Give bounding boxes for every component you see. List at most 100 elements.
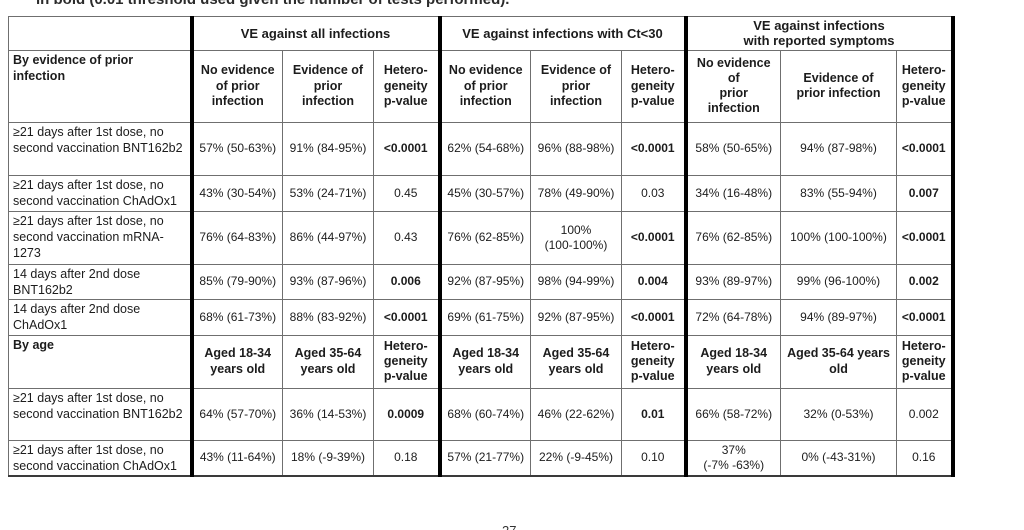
value-cell: 66% (58-72%) [683, 387, 781, 441]
pvalue-cell: <0.0001 [896, 121, 955, 176]
column-header-cell: Aged 35-64 years old [282, 334, 374, 389]
value-cell: 45% (30-57%) [437, 174, 531, 212]
section-label-prior-infection: By evidence of prior infection [8, 49, 192, 123]
value-cell: 68% (60-74%) [437, 387, 531, 441]
pvalue-cell: <0.0001 [621, 121, 686, 176]
column-header-cell: Aged 18-34 years old [437, 334, 531, 389]
value-cell: 100% (100-100%) [780, 210, 897, 265]
value-cell: 98% (94-99%) [530, 263, 622, 301]
section-label-by-age: By age [8, 334, 192, 389]
pvalue-cell: 0.002 [896, 263, 955, 301]
pvalue-cell: 0.10 [621, 439, 686, 477]
value-cell: 57% (21-77%) [437, 439, 531, 477]
pvalue-cell: 0.16 [896, 439, 955, 477]
value-cell: 94% (89-97%) [780, 299, 897, 336]
column-header-row: By age Aged 18-34 years old Aged 35-64 y… [8, 334, 955, 389]
table-row: ≥21 days after 1st dose, no second vacci… [8, 439, 955, 477]
pvalue-cell: <0.0001 [896, 299, 955, 336]
value-cell: 43% (30-54%) [189, 174, 283, 212]
value-cell: 76% (62-85%) [437, 210, 531, 265]
value-cell: 92% (87-95%) [530, 299, 622, 336]
row-label-cell: 14 days after 2nd dose BNT162b2 [8, 263, 192, 301]
value-cell: 76% (62-85%) [683, 210, 781, 265]
value-cell: 32% (0-53%) [780, 387, 897, 441]
row-label-cell: 14 days after 2nd dose ChAdOx1 [8, 299, 192, 336]
table-row: ≥21 days after 1st dose, no second vacci… [8, 174, 955, 212]
column-header-cell: Evidence of prior infection [530, 49, 622, 123]
column-header-cell: Hetero- geneity p-value [896, 334, 955, 389]
column-header-cell: No evidence of prior infection [683, 49, 781, 123]
column-header-cell: Aged 35-64 years old [780, 334, 897, 389]
table-row: 14 days after 2nd dose BNT162b2 85% (79-… [8, 263, 955, 301]
value-cell: 92% (87-95%) [437, 263, 531, 301]
value-cell: 83% (55-94%) [780, 174, 897, 212]
value-cell: 57% (50-63%) [189, 121, 283, 176]
value-cell: 91% (84-95%) [282, 121, 374, 176]
value-cell: 53% (24-71%) [282, 174, 374, 212]
row-label-cell: ≥21 days after 1st dose, no second vacci… [8, 174, 192, 212]
value-cell: 85% (79-90%) [189, 263, 283, 301]
column-header-cell: Hetero- geneity p-value [896, 49, 955, 123]
value-cell: 68% (61-73%) [189, 299, 283, 336]
group-header-all-infections: VE against all infections [189, 16, 440, 51]
value-cell: 100% (100-100%) [530, 210, 622, 265]
corner-cell [8, 16, 192, 51]
value-cell: 62% (54-68%) [437, 121, 531, 176]
group-header-symptoms: VE against infections with reported symp… [683, 16, 955, 51]
value-cell: 86% (44-97%) [282, 210, 374, 265]
row-label-cell: ≥21 days after 1st dose, no second vacci… [8, 387, 192, 441]
column-header-cell: Aged 35-64 years old [530, 334, 622, 389]
value-cell: 94% (87-98%) [780, 121, 897, 176]
value-cell: 88% (83-92%) [282, 299, 374, 336]
caption-clipped-text: in bold (0.01 threshold used given the n… [36, 0, 509, 8]
pvalue-cell: 0.0009 [373, 387, 440, 441]
pvalue-cell: <0.0001 [621, 210, 686, 265]
pvalue-cell: 0.007 [896, 174, 955, 212]
value-cell: 43% (11-64%) [189, 439, 283, 477]
value-cell: 69% (61-75%) [437, 299, 531, 336]
pvalue-cell: 0.006 [373, 263, 440, 301]
column-header-cell: Hetero- geneity p-value [373, 334, 440, 389]
group-header-row: VE against all infections VE against inf… [8, 16, 955, 51]
column-header-cell: No evidence of prior infection [189, 49, 283, 123]
value-cell: 58% (50-65%) [683, 121, 781, 176]
pvalue-cell: <0.0001 [373, 299, 440, 336]
group-header-ct30: VE against infections with Ct<30 [437, 16, 686, 51]
column-header-cell: No evidence of prior infection [437, 49, 531, 123]
pvalue-cell: 0.01 [621, 387, 686, 441]
value-cell: 64% (57-70%) [189, 387, 283, 441]
pvalue-cell: 0.45 [373, 174, 440, 212]
column-header-cell: Aged 18-34 years old [189, 334, 283, 389]
pvalue-cell: <0.0001 [373, 121, 440, 176]
column-header-cell: Hetero- geneity p-value [621, 49, 686, 123]
value-cell: 0% (-43-31%) [780, 439, 897, 477]
pvalue-cell: 0.002 [896, 387, 955, 441]
value-cell: 93% (87-96%) [282, 263, 374, 301]
value-cell: 34% (16-48%) [683, 174, 781, 212]
value-cell: 96% (88-98%) [530, 121, 622, 176]
table-row: ≥21 days after 1st dose, no second vacci… [8, 210, 955, 265]
column-header-row: By evidence of prior infection No eviden… [8, 49, 955, 123]
column-header-cell: Evidence of prior infection [780, 49, 897, 123]
value-cell: 78% (49-90%) [530, 174, 622, 212]
page-number: 27 [502, 523, 516, 530]
value-cell: 18% (-9-39%) [282, 439, 374, 477]
table-row: ≥21 days after 1st dose, no second vacci… [8, 387, 955, 441]
pvalue-cell: 0.43 [373, 210, 440, 265]
value-cell: 72% (64-78%) [683, 299, 781, 336]
pvalue-cell: 0.18 [373, 439, 440, 477]
column-header-cell: Hetero- geneity p-value [621, 334, 686, 389]
value-cell: 76% (64-83%) [189, 210, 283, 265]
row-label-cell: ≥21 days after 1st dose, no second vacci… [8, 210, 192, 265]
row-label-cell: ≥21 days after 1st dose, no second vacci… [8, 439, 192, 477]
value-cell: 99% (96-100%) [780, 263, 897, 301]
column-header-cell: Evidence of prior infection [282, 49, 374, 123]
pvalue-cell: 0.03 [621, 174, 686, 212]
table-row: 14 days after 2nd dose ChAdOx1 68% (61-7… [8, 299, 955, 336]
pvalue-cell: <0.0001 [896, 210, 955, 265]
pvalue-cell: <0.0001 [621, 299, 686, 336]
column-header-cell: Hetero- geneity p-value [373, 49, 440, 123]
value-cell: 93% (89-97%) [683, 263, 781, 301]
table-row: ≥21 days after 1st dose, no second vacci… [8, 121, 955, 176]
